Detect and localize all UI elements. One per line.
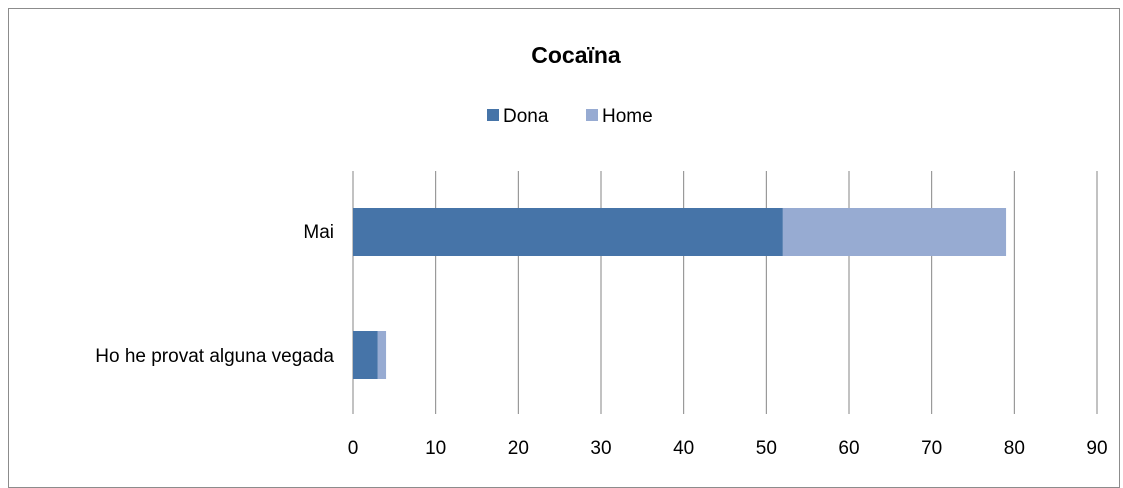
bars	[353, 208, 1007, 379]
category-label-mai: Mai	[303, 222, 334, 243]
bar-dona-0	[353, 208, 783, 256]
bar-dona-1	[353, 331, 378, 379]
x-tick-label-20: 20	[508, 438, 529, 459]
x-tick-label-50: 50	[756, 438, 777, 459]
chart-title: Cocaïna	[531, 42, 621, 68]
x-tick-label-60: 60	[838, 438, 859, 459]
x-tick-label-0: 0	[348, 438, 359, 459]
legend: Dona Home	[487, 106, 653, 127]
x-tick-label-40: 40	[673, 438, 694, 459]
x-tick-label-30: 30	[590, 438, 611, 459]
x-axis-ticks: 0 10 20 30 40 50 60 70 80 90	[348, 438, 1108, 459]
x-tick-label-70: 70	[921, 438, 942, 459]
bar-home-0	[782, 208, 1007, 256]
category-label-ho-he-provat: Ho he provat alguna vegada	[95, 346, 334, 367]
legend-swatch-home	[586, 109, 598, 121]
gridlines	[352, 171, 1098, 414]
legend-label-home: Home	[602, 106, 653, 127]
x-tick-label-80: 80	[1004, 438, 1025, 459]
bar-chart: Cocaïna Dona Home 0 10 20 30 40 50 60 70 80 90 Ma…	[95, 42, 1108, 459]
legend-swatch-dona	[487, 109, 499, 121]
bar-home-1	[377, 331, 387, 379]
x-tick-label-10: 10	[425, 438, 446, 459]
legend-label-dona: Dona	[503, 106, 549, 127]
x-tick-label-90: 90	[1086, 438, 1107, 459]
